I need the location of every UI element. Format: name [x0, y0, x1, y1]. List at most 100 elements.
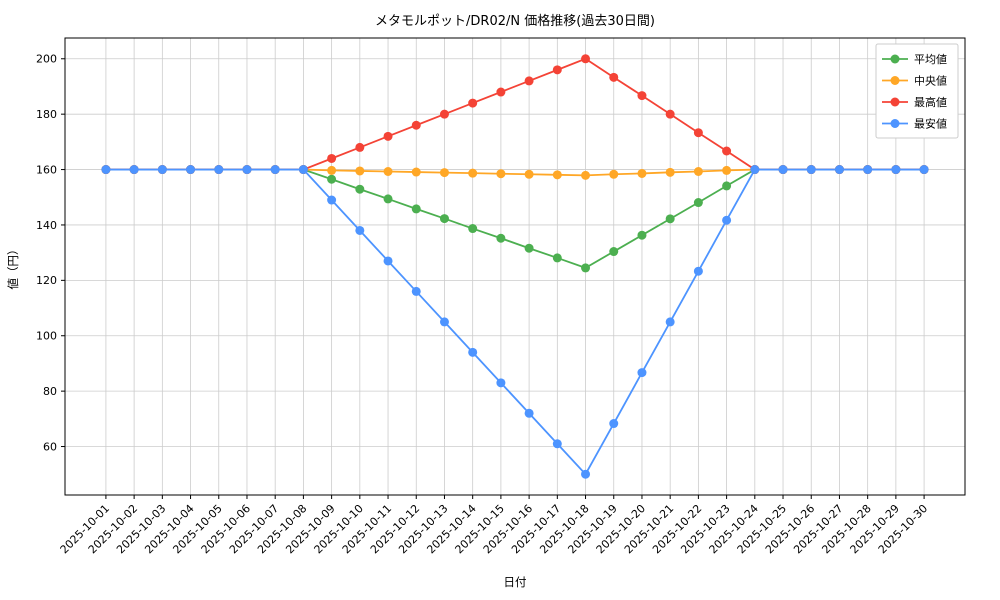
legend-marker	[890, 119, 900, 128]
series-min-marker	[722, 215, 732, 225]
y-axis: 60 80 100 120 140 160 180 200	[36, 53, 65, 453]
series-max-marker	[665, 109, 675, 119]
series-min-marker	[806, 165, 816, 175]
series-min	[101, 165, 929, 479]
series-min-marker	[693, 266, 703, 276]
chart-title: メタモルポット/DR02/N 価格推移(過去30日間)	[375, 13, 655, 29]
y-tick-label: 60	[43, 440, 57, 453]
legend-label: 平均値	[914, 53, 947, 66]
series-max-marker	[383, 131, 393, 141]
series-median-marker	[609, 169, 619, 179]
series-median-marker	[581, 170, 591, 180]
series-average-marker	[552, 253, 562, 263]
series-min-marker	[496, 378, 506, 388]
series-median-marker	[693, 166, 703, 176]
series-median-marker	[637, 168, 647, 178]
series-min-marker	[524, 408, 534, 418]
y-tick-label: 80	[43, 385, 57, 398]
series-median-marker	[439, 168, 449, 178]
legend-item-median: 中央値	[882, 74, 947, 87]
series-max-marker	[327, 153, 337, 163]
series-median-marker	[383, 166, 393, 176]
series-max-marker	[722, 146, 732, 156]
plot-area	[65, 38, 965, 495]
series-min-marker	[186, 165, 196, 175]
legend-item-min: 最安値	[882, 116, 947, 130]
series-max-marker	[524, 76, 534, 86]
series-min-marker	[214, 165, 224, 175]
series-average-marker	[411, 204, 421, 214]
series-min-marker	[383, 256, 393, 266]
legend-marker	[890, 54, 900, 64]
series-min-line	[105, 168, 925, 476]
series-max-marker	[552, 65, 562, 75]
y-axis-label: 値（円）	[6, 244, 20, 290]
series-average-marker	[524, 243, 534, 253]
legend-label: 最安値	[914, 116, 947, 130]
series-median-marker	[468, 168, 478, 178]
series-min-marker	[919, 165, 929, 175]
series-average-marker	[693, 198, 703, 208]
series-max-marker	[411, 120, 421, 130]
series-max-marker	[439, 109, 449, 119]
series-min-marker	[665, 317, 675, 327]
series-min-marker	[327, 195, 337, 205]
legend-marker	[890, 76, 900, 85]
series-median-marker	[524, 169, 534, 179]
series-min-marker	[834, 165, 844, 175]
series-min-marker	[609, 419, 619, 429]
series-max-marker	[468, 98, 478, 108]
series-median-marker	[327, 165, 337, 175]
series-max-marker	[355, 142, 365, 152]
series-median-marker	[665, 167, 675, 177]
series-average-marker	[327, 174, 337, 184]
series-average-marker	[581, 263, 591, 273]
legend-marker	[890, 97, 900, 107]
series-max-marker	[496, 87, 506, 97]
plot-border	[64, 37, 966, 496]
series-min-marker	[891, 165, 901, 175]
legend-item-max: 最高値	[882, 95, 947, 109]
series-max-marker	[609, 72, 619, 82]
series-min-marker	[101, 165, 111, 175]
series-average-marker	[439, 214, 449, 224]
series-min-marker	[157, 165, 167, 175]
y-tick-label: 160	[36, 163, 57, 176]
y-tick-label: 140	[36, 219, 57, 232]
series-min-marker	[778, 165, 788, 175]
series-median-marker	[722, 165, 732, 175]
series-min-marker	[637, 368, 647, 378]
legend-item-average: 平均値	[882, 53, 947, 66]
series-min-marker	[242, 165, 252, 175]
series-median-marker	[411, 167, 421, 177]
series-min-marker	[439, 317, 449, 327]
y-tick-label: 120	[36, 274, 57, 287]
series-min-marker	[411, 286, 421, 296]
y-tick-label: 200	[36, 53, 57, 66]
legend-label: 中央値	[914, 74, 947, 87]
series-median-marker	[355, 166, 365, 176]
legend-label: 最高値	[914, 95, 947, 109]
series-median-marker	[496, 169, 506, 179]
series-min-marker	[581, 469, 591, 479]
series-max-marker	[581, 54, 591, 64]
series-min-marker	[750, 165, 760, 175]
series-average-marker	[609, 247, 619, 257]
x-axis-label: 日付	[504, 575, 527, 589]
series-max-marker	[693, 128, 703, 138]
series-average-marker	[496, 233, 506, 243]
series-average-marker	[722, 181, 732, 191]
legend-box	[875, 43, 959, 139]
series-max-marker	[637, 91, 647, 101]
series-min-marker	[355, 225, 365, 235]
series-min-marker	[298, 165, 308, 175]
series-min-marker	[863, 165, 873, 175]
series-min-marker	[468, 347, 478, 357]
y-tick-label: 100	[36, 330, 57, 343]
series-min-marker	[552, 439, 562, 449]
series-average-marker	[468, 224, 478, 234]
series-average-marker	[383, 194, 393, 204]
